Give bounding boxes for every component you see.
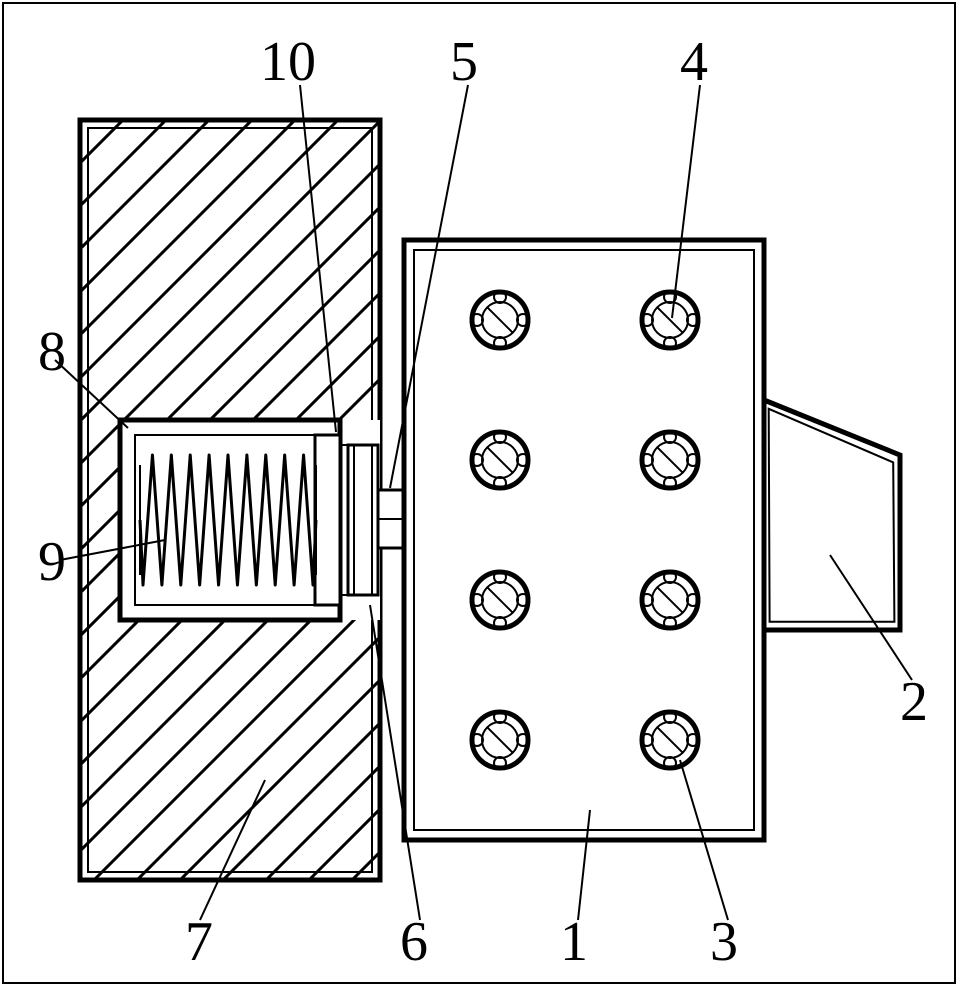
piston-plate <box>315 435 340 605</box>
label-10: 10 <box>260 31 316 93</box>
label-1: 1 <box>560 911 588 973</box>
label-3: 3 <box>710 911 738 973</box>
bolt-plate-outer <box>404 240 764 840</box>
label-7: 7 <box>185 911 213 973</box>
label-8: 8 <box>38 321 66 383</box>
connector-body <box>348 445 378 595</box>
label-5: 5 <box>450 31 478 93</box>
label-6: 6 <box>400 911 428 973</box>
engineering-diagram: 10 5 4 8 9 2 7 6 1 3 <box>0 0 958 1000</box>
label-2: 2 <box>900 671 928 733</box>
label-4: 4 <box>680 31 708 93</box>
wedge-outer <box>764 400 900 630</box>
label-9: 9 <box>38 531 66 593</box>
